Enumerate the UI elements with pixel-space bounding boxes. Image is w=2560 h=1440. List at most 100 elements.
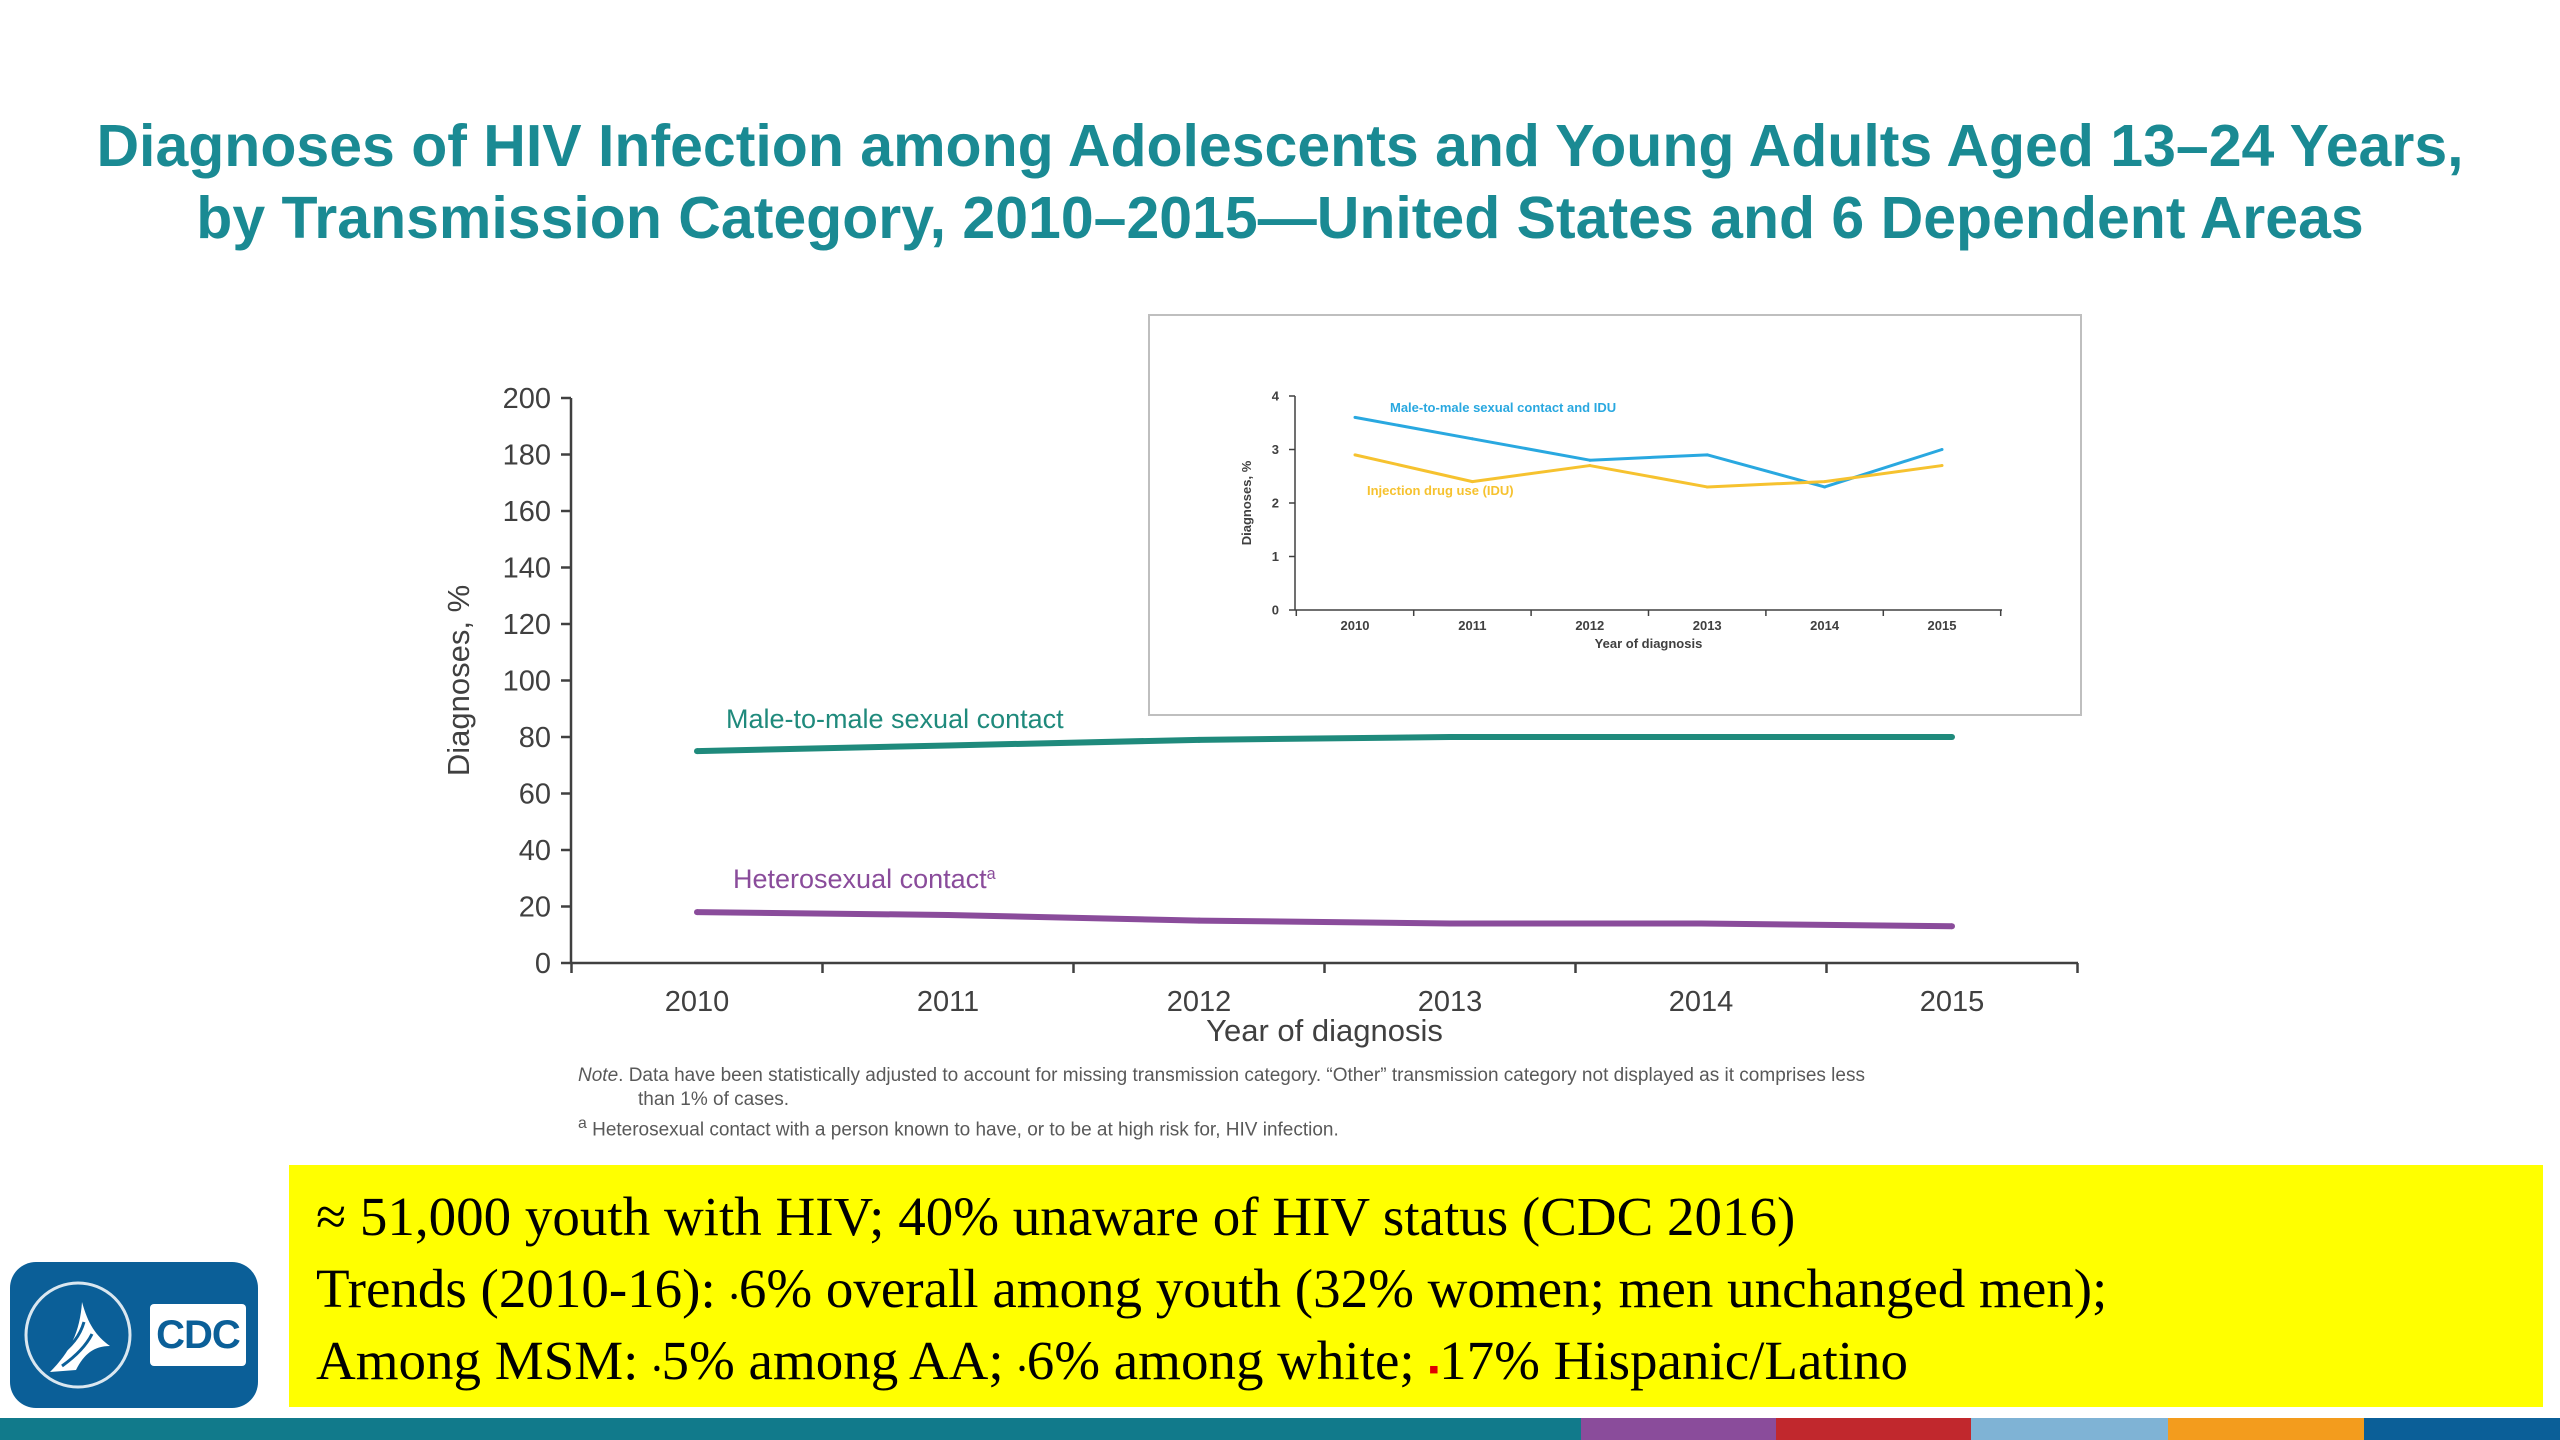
banner-line-3: Among MSM: ꞏ5% among AA; ꞏ6% among white…: [316, 1329, 1908, 1392]
data-point: [1196, 917, 1202, 924]
x-tick-label: 2014: [1810, 618, 1840, 633]
data-point: [1470, 437, 1474, 441]
data-point: [1588, 458, 1592, 462]
y-tick-label: 3: [1272, 442, 1279, 457]
footnote-text: Heterosexual contact with a person known…: [586, 1119, 1339, 1141]
data-point: [1588, 464, 1592, 468]
stripe-segment: [2364, 1418, 2560, 1440]
cdc-wordmark-text: CDC: [156, 1313, 241, 1357]
y-axis-label: Diagnoses, %: [1239, 460, 1254, 545]
series-label: Male-to-male sexual contact and IDU: [1390, 400, 1616, 415]
y-axis-label: Diagnoses, %: [441, 585, 476, 776]
banner-line-3-c: 6% among white;: [1026, 1330, 1429, 1391]
data-point: [1470, 480, 1474, 484]
data-point: [694, 748, 700, 755]
x-tick-label: 2011: [917, 986, 979, 1018]
data-point: [1705, 485, 1709, 489]
x-tick-label: 2012: [1167, 986, 1232, 1018]
cdc-wordmark: CDC: [150, 1304, 246, 1366]
note-text-cont: than 1% of cases.: [638, 1089, 790, 1110]
chart-note: Note. Data have been statistically adjus…: [578, 1064, 2078, 1142]
decrease-mark: ꞏ: [1017, 1353, 1027, 1386]
stripe-segment: [1971, 1418, 2168, 1440]
data-point: [945, 911, 951, 918]
y-tick-label: 2: [1272, 496, 1279, 511]
data-point: [1447, 920, 1453, 927]
x-tick-label: 2011: [1458, 618, 1486, 633]
inset-chart: 0 1 2 3 4 2010 2011 2012 2013 2014 2015 Year of dia…: [1239, 389, 2002, 651]
series-line: [1354, 415, 1943, 489]
banner-line-2-a: Trends (2010-16):: [316, 1258, 730, 1319]
x-tick-label: 2013: [1693, 618, 1722, 633]
y-tick-label: 80: [519, 722, 551, 754]
banner-line-2: Trends (2010-16): ꞏ6% overall among yout…: [316, 1257, 2107, 1320]
data-point: [1353, 453, 1357, 457]
data-point: [1698, 734, 1704, 740]
stripe-segment: [1776, 1418, 1971, 1440]
x-tick-label: 2013: [1418, 986, 1483, 1018]
y-tick-label: 180: [503, 440, 551, 472]
y-tick-label: 0: [535, 948, 551, 980]
cdc-logo: CDC: [10, 1262, 258, 1408]
series-label: Male-to-male sexual contact: [726, 704, 1064, 734]
note-text: . Data have been statistically adjusted …: [618, 1065, 1865, 1086]
title-line-2: by Transmission Category, 2010–2015—Unit…: [196, 185, 2364, 251]
y-tick-label: 100: [503, 666, 551, 698]
decrease-mark: ꞏ: [729, 1281, 739, 1314]
y-tick-label: 120: [503, 609, 551, 641]
series-label: Heterosexual contacta: [733, 864, 996, 894]
title-line-1: Diagnoses of HIV Infection among Adolesc…: [96, 113, 2464, 179]
data-point: [1705, 453, 1709, 457]
increase-mark: ▪: [1428, 1353, 1440, 1386]
x-tick-label: 2015: [1928, 618, 1957, 633]
note-label: Note: [578, 1065, 619, 1086]
x-tick-label: 2015: [1920, 986, 1985, 1018]
stripe-segment: [1581, 1418, 1776, 1440]
banner-line-3-d: 17% Hispanic/Latino: [1439, 1330, 1909, 1391]
decrease-mark: ꞏ: [652, 1353, 662, 1386]
stripe-segment: [2168, 1418, 2364, 1440]
x-tick-label: 2010: [665, 986, 730, 1018]
y-tick-label: 0: [1272, 603, 1279, 618]
data-point: [1823, 485, 1827, 489]
x-tick-label: 2014: [1669, 986, 1734, 1018]
y-tick-label: 160: [503, 496, 551, 528]
data-point: [1823, 480, 1827, 484]
series-line: [1354, 453, 1943, 489]
stripe-segment: [0, 1418, 1581, 1440]
y-tick-label: 60: [519, 779, 551, 811]
series-label: Injection drug use (IDU): [1367, 483, 1514, 498]
series-line: [696, 734, 1952, 755]
banner-line-2-b: 6% overall among youth (32% women; men u…: [738, 1258, 2108, 1319]
banner-line-3-a: Among MSM:: [316, 1330, 653, 1391]
inset-frame: [1148, 314, 2082, 716]
data-point: [1196, 736, 1202, 743]
footnote-mark: a: [578, 1115, 587, 1132]
y-tick-label: 4: [1272, 389, 1280, 404]
x-tick-label: 2010: [1341, 618, 1370, 633]
banner-line-1: ≈ 51,000 youth with HIV; 40% unaware of …: [316, 1186, 1796, 1247]
data-point: [1940, 448, 1944, 451]
data-point: [1698, 920, 1704, 927]
series-line: [696, 909, 1953, 930]
hhs-eagle-icon: [24, 1281, 132, 1389]
y-tick-label: 40: [519, 835, 551, 867]
slide-title: Diagnoses of HIV Infection among Adolesc…: [0, 110, 2560, 254]
data-point: [1949, 923, 1955, 930]
y-tick-label: 1: [1272, 549, 1279, 564]
data-point: [1949, 734, 1955, 740]
y-tick-label: 200: [503, 383, 551, 415]
data-point: [1940, 464, 1944, 468]
data-point: [945, 742, 951, 749]
x-tick-label: 2012: [1575, 618, 1604, 633]
y-tick-label: 20: [519, 892, 551, 924]
summary-banner: ≈ 51,000 youth with HIV; 40% unaware of …: [289, 1165, 2543, 1407]
data-point: [694, 909, 700, 916]
data-point: [1447, 734, 1453, 740]
y-tick-label: 140: [503, 553, 551, 585]
data-point: [1353, 415, 1357, 419]
x-axis-label: Year of diagnosis: [1595, 636, 1703, 651]
x-axis-label: Year of diagnosis: [1206, 1013, 1443, 1048]
